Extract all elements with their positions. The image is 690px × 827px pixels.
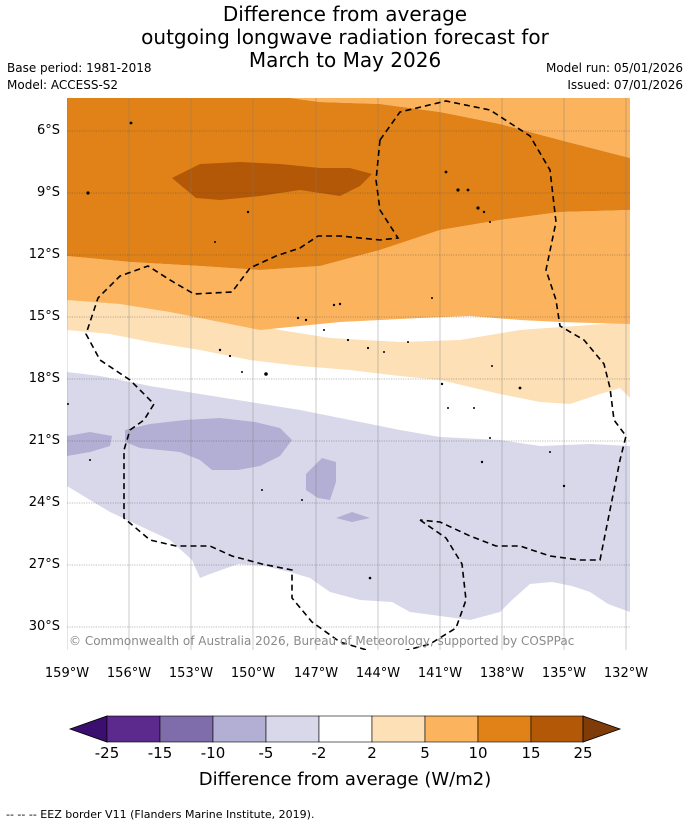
colorbar-segment-6	[371, 715, 426, 743]
colorbar-segment-10	[582, 715, 622, 743]
lon-label-147w: 147°W	[293, 666, 339, 681]
copyright-notice: © Commonwealth of Australia 2026, Bureau…	[69, 634, 575, 648]
eez-footnote: -- -- -- EEZ border V11 (Flanders Marine…	[6, 808, 315, 821]
colorbar-tick: 5	[420, 744, 430, 762]
title-line-3: March to May 2026	[248, 48, 442, 72]
lon-label-159w: 159°W	[44, 666, 90, 681]
colorbar-tick: 10	[468, 744, 488, 762]
colorbar-tick: -2	[311, 744, 327, 762]
model-name: Model: ACCESS-S2	[7, 78, 119, 92]
anomaly-band-plus-15	[172, 162, 372, 200]
lat-label-30s: 30°S	[28, 619, 60, 634]
issued-date: Issued: 07/01/2026	[567, 78, 683, 92]
anomaly-band-plus-5	[67, 210, 630, 330]
colorbar-segment-4	[265, 715, 320, 743]
lat-label-15s: 15°S	[28, 309, 60, 324]
anomaly-band-minus-5-small	[336, 512, 370, 522]
model-run: Model run: 05/01/2026	[545, 61, 683, 75]
lat-label-9s: 9°S	[36, 185, 60, 200]
colorbar-tick: -10	[200, 744, 226, 762]
base-period: Base period: 1981-2018	[7, 61, 152, 75]
lat-label-12s: 12°S	[28, 247, 60, 262]
eez-borders	[85, 100, 627, 650]
colorbar-tick: -5	[258, 744, 274, 762]
anomaly-band-plus-5-ne	[290, 98, 630, 158]
lon-label-132w: 132°W	[603, 666, 649, 681]
lon-label-138w: 138°W	[479, 666, 525, 681]
colorbar-title: Difference from average (W/m2)	[198, 769, 492, 790]
lat-label-21s: 21°S	[28, 433, 60, 448]
map-field	[67, 98, 630, 650]
colorbar-segment-5	[318, 715, 373, 743]
lon-label-141w: 141°W	[417, 666, 463, 681]
title-line-2: outgoing longwave radiation forecast for	[141, 25, 549, 49]
lon-label-153w: 153°W	[168, 666, 214, 681]
lon-label-144w: 144°W	[355, 666, 401, 681]
island-outlines	[67, 121, 566, 580]
lon-label-135w: 135°W	[541, 666, 587, 681]
colorbar-tick: 2	[367, 744, 377, 762]
lon-gridlines	[67, 98, 627, 650]
colorbar	[68, 715, 622, 743]
colorbar-segment-2	[159, 715, 214, 743]
lon-label-150w: 150°W	[230, 666, 276, 681]
colorbar-tick: 25	[573, 744, 593, 762]
colorbar-segment-8	[477, 715, 532, 743]
colorbar-segment-1	[106, 715, 161, 743]
colorbar-segment-0	[68, 715, 108, 743]
colorbar-tick: -15	[147, 744, 173, 762]
anomaly-band-minus-5	[125, 418, 292, 470]
lat-label-6s: 6°S	[36, 123, 60, 138]
colorbar-segment-9	[530, 715, 584, 743]
colorbar-segment-7	[424, 715, 479, 743]
title-line-1: Difference from average	[222, 2, 468, 26]
lat-label-24s: 24°S	[28, 495, 60, 510]
anomaly-band-minus-5-west	[67, 432, 112, 456]
lat-label-27s: 27°S	[28, 557, 60, 572]
lon-label-156w: 156°W	[106, 666, 152, 681]
colorbar-tick: 15	[521, 744, 541, 762]
lat-label-18s: 18°S	[28, 371, 60, 386]
anomaly-band-minus-5-center	[306, 458, 336, 500]
colorbar-tick: -25	[94, 744, 120, 762]
anomaly-band-plus-2	[67, 296, 630, 404]
lat-gridlines	[67, 130, 630, 628]
colorbar-segment-3	[212, 715, 267, 743]
